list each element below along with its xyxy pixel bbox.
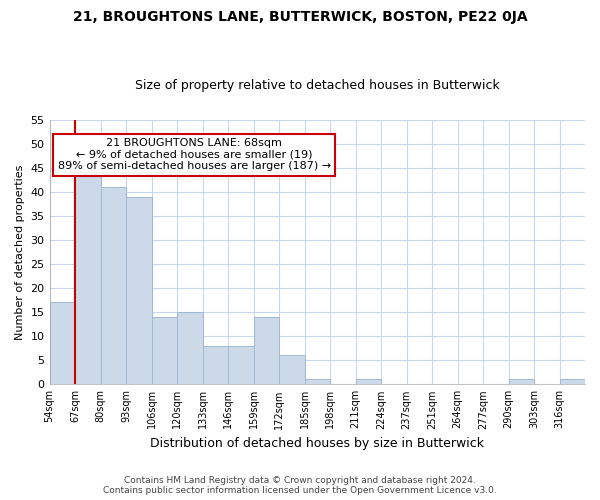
Bar — [75, 168, 101, 384]
Title: Size of property relative to detached houses in Butterwick: Size of property relative to detached ho… — [135, 79, 500, 92]
Bar — [177, 312, 203, 384]
Text: 21 BROUGHTONS LANE: 68sqm
← 9% of detached houses are smaller (19)
89% of semi-d: 21 BROUGHTONS LANE: 68sqm ← 9% of detach… — [58, 138, 331, 172]
Text: 21, BROUGHTONS LANE, BUTTERWICK, BOSTON, PE22 0JA: 21, BROUGHTONS LANE, BUTTERWICK, BOSTON,… — [73, 10, 527, 24]
Bar — [305, 380, 330, 384]
Bar — [203, 346, 228, 385]
Bar — [279, 356, 305, 384]
Bar — [254, 317, 279, 384]
Text: Contains HM Land Registry data © Crown copyright and database right 2024.
Contai: Contains HM Land Registry data © Crown c… — [103, 476, 497, 495]
Bar — [101, 187, 126, 384]
Bar — [228, 346, 254, 385]
Bar — [50, 302, 75, 384]
X-axis label: Distribution of detached houses by size in Butterwick: Distribution of detached houses by size … — [150, 437, 484, 450]
Bar — [560, 380, 585, 384]
Bar — [152, 317, 177, 384]
Y-axis label: Number of detached properties: Number of detached properties — [15, 164, 25, 340]
Bar — [509, 380, 534, 384]
Bar — [356, 380, 381, 384]
Bar — [126, 196, 152, 384]
